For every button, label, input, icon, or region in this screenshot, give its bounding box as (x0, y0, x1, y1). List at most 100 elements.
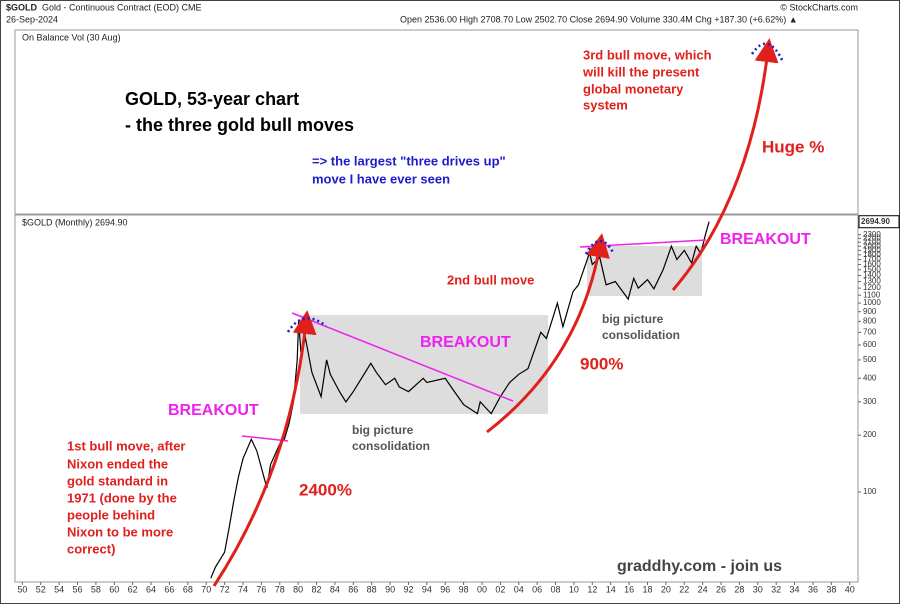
y-tick-label: 1600 (863, 260, 881, 269)
y-tick-label: 2100 (863, 237, 881, 246)
x-tick-label: 20 (661, 584, 671, 594)
x-tick-label: 60 (109, 584, 119, 594)
annotation: big picture (602, 312, 664, 326)
y-tick-label: 900 (863, 307, 877, 316)
x-tick-label: 86 (348, 584, 358, 594)
x-tick-label: 26 (716, 584, 726, 594)
annotation: system (583, 97, 628, 112)
x-tick-label: 38 (826, 584, 836, 594)
annotation: 900% (580, 354, 623, 373)
annotation: BREAKOUT (420, 334, 511, 351)
y-tick-label: 1000 (863, 298, 881, 307)
y-tick-label: 1100 (863, 290, 881, 299)
x-tick-label: 74 (238, 584, 248, 594)
annotation: 1st bull move, after (67, 438, 185, 453)
x-tick-label: 80 (293, 584, 303, 594)
source: © StockCharts.com (780, 2, 858, 12)
annotation: consolidation (602, 328, 680, 342)
x-tick-label: 96 (440, 584, 450, 594)
annotation: BREAKOUT (720, 231, 811, 248)
annotation: BREAKOUT (168, 402, 259, 419)
annotation: global monetary (583, 81, 684, 96)
y-tick-label: 1200 (863, 283, 881, 292)
x-tick-label: 72 (220, 584, 230, 594)
x-tick-label: 82 (312, 584, 322, 594)
x-tick-label: 70 (201, 584, 211, 594)
consolidation-box (300, 315, 548, 414)
annotation: will kill the present (582, 64, 700, 79)
x-tick-label: 40 (845, 584, 855, 594)
y-tick-label: 1400 (863, 271, 881, 280)
top-arc (584, 239, 616, 255)
annotation: people behind (67, 507, 155, 522)
annotations: GOLD, 53-year chart - the three gold bul… (67, 47, 824, 575)
x-tick-label: 08 (551, 584, 561, 594)
y-tick-label: 1300 (863, 277, 881, 286)
y-tick-label: 200 (863, 430, 877, 439)
annotation: consolidation (352, 439, 430, 453)
x-tick-label: 88 (367, 584, 377, 594)
annotation: 2400% (299, 480, 352, 499)
symbol: $GOLD (6, 2, 38, 12)
annotation: Nixon ended the (67, 456, 168, 471)
instrument-name: Gold - Continuous Contract (EOD) CME (42, 2, 202, 12)
y-tick-label: 400 (863, 373, 877, 382)
x-tick-label: 18 (642, 584, 652, 594)
y-tick-label: 2300 (863, 230, 881, 239)
y-tick-label: 300 (863, 397, 877, 406)
y-tick-label: 500 (863, 355, 877, 364)
indicator-panel (14, 29, 859, 215)
annotation: => the largest "three drives up" (312, 153, 506, 168)
annotation: move I have ever seen (312, 171, 450, 186)
x-tick-label: 90 (385, 584, 395, 594)
x-tick-label: 34 (790, 584, 800, 594)
y-tick-label: 1500 (863, 265, 881, 274)
bull-arrow (212, 310, 317, 587)
series-label: $GOLD (Monthly) 2694.90 (22, 217, 128, 227)
y-tick-label: 1700 (863, 255, 881, 264)
x-tick-label: 58 (91, 584, 101, 594)
x-tick-label: 66 (164, 584, 174, 594)
bull-arrow (671, 38, 779, 291)
x-tick-label: 68 (183, 584, 193, 594)
annotation: Nixon to be more (67, 524, 173, 539)
annotation: 1971 (done by the (67, 490, 177, 505)
y-tick-label: 100 (863, 487, 877, 496)
x-tick-label: 28 (734, 584, 744, 594)
x-tick-label: 56 (73, 584, 83, 594)
x-tick-label: 14 (606, 584, 616, 594)
y-tick-label: 600 (863, 340, 877, 349)
top-arc (286, 317, 327, 333)
y-tick-label: 700 (863, 327, 877, 336)
y-tick-label: 1900 (863, 246, 881, 255)
y-tick-label: 2200 (863, 233, 881, 242)
bull-arrow (486, 233, 610, 434)
x-tick-label: 12 (587, 584, 597, 594)
annotation: graddhy.com - join us (617, 558, 782, 575)
x-tick-label: 32 (771, 584, 781, 594)
x-tick-label: 30 (753, 584, 763, 594)
annotation: - the three gold bull moves (125, 115, 354, 135)
x-tick-label: 92 (403, 584, 413, 594)
x-tick-label: 00 (477, 584, 487, 594)
indicator-label: On Balance Vol (30 Aug) (22, 32, 121, 42)
x-tick-label: 94 (422, 584, 432, 594)
x-tick-label: 76 (256, 584, 266, 594)
last-value-box (858, 215, 900, 229)
x-tick-label: 98 (459, 584, 469, 594)
x-tick-label: 54 (54, 584, 64, 594)
last-value-label: 2694.90 (861, 217, 890, 226)
annotation: correct) (67, 541, 115, 556)
x-tick-label: 04 (514, 584, 524, 594)
breakout-line (241, 435, 289, 442)
x-tick-label: 78 (275, 584, 285, 594)
breakout-line (291, 312, 514, 402)
y-tick-label: 1800 (863, 250, 881, 259)
price-panel (14, 214, 859, 583)
y-tick-label: 800 (863, 316, 877, 325)
x-tick-label: 50 (17, 584, 27, 594)
consolidation-box (587, 246, 702, 296)
x-tick-label: 36 (808, 584, 818, 594)
